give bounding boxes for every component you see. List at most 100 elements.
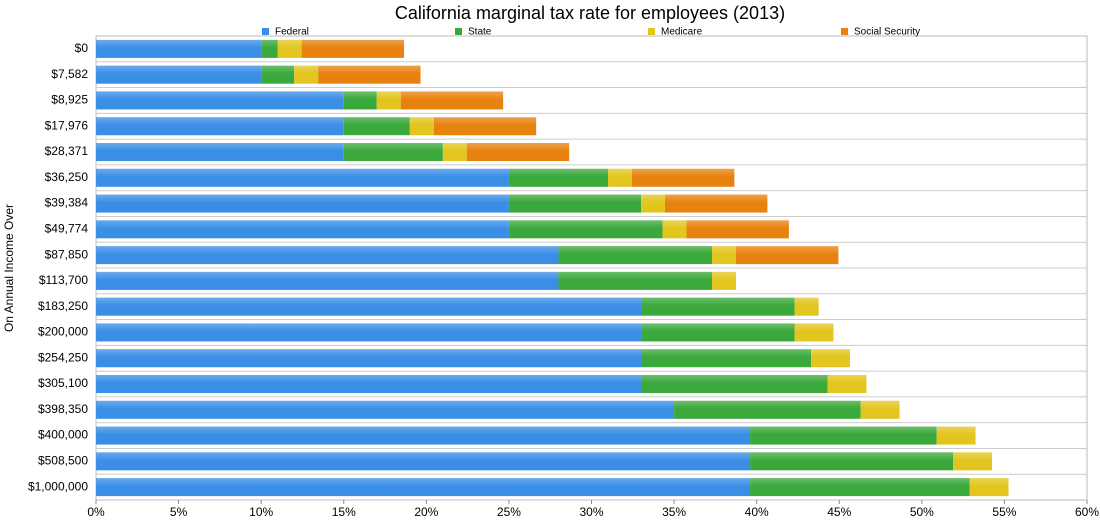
bar-segment [376,91,401,110]
x-tick-label: 10% [249,505,273,519]
bar-segment [96,400,675,419]
chart-title: California marginal tax rate for employe… [395,3,785,23]
bar-segment [631,168,735,187]
bar-segment [664,194,768,213]
bar-segment [409,117,434,136]
x-tick-label: 5% [170,505,188,519]
bar-segment [442,142,467,162]
bar-segment [686,220,789,239]
x-tick-label: 55% [992,505,1016,519]
bar-segment [794,297,819,316]
x-tick-label: 50% [910,505,934,519]
bar-segment [433,117,537,136]
bar-segment [508,168,609,187]
bar-segment [827,374,867,394]
x-tick-label: 15% [332,505,356,519]
bar-segment [641,297,795,316]
bar-segment [96,246,559,265]
y-tick-label: $49,774 [45,222,89,236]
y-tick-label: $183,250 [38,299,88,313]
y-tick-label: $113,700 [39,273,88,287]
legend-swatch [455,28,462,35]
bar-segment [277,39,302,58]
bar-segment [936,426,976,445]
legend: Federal State Medicare Social Security [262,27,920,38]
bar-segment [261,39,278,58]
bar-segment [96,349,642,368]
legend-label: Social Security [854,27,920,38]
bar-segment [96,374,642,394]
bar-segment [641,194,665,213]
bar-segment [811,349,850,368]
bar-segment [750,478,970,497]
bar-segment [96,117,344,136]
legend-label: Federal [275,27,309,38]
bar-segment [712,271,737,290]
bar-segment [301,39,405,58]
y-tick-label: $17,976 [45,118,89,132]
bar-segment [750,426,937,445]
y-tick-label: $87,850 [45,247,89,261]
y-tick-label: $8,925 [51,93,88,107]
bar-segment [96,323,642,342]
bar-segment [608,168,632,187]
legend-label: Medicare [661,27,703,38]
bar-segment [641,323,795,342]
bar-segment [466,142,570,162]
bar-segment [96,91,344,110]
bar-segment [641,349,812,368]
bar-segment [261,65,295,84]
x-tick-label: 40% [745,505,769,519]
bar-segment [712,246,737,265]
bar-segment [400,91,504,110]
bar-segment [96,220,509,239]
bar-segment [558,246,713,265]
y-tick-label: $254,250 [38,350,88,364]
y-tick-label: $1,000,000 [28,479,88,493]
bar-segment [794,323,834,342]
x-tick-label: 25% [497,505,521,519]
bar-segment [641,374,828,394]
x-tick-label: 0% [87,505,105,519]
y-tick-label: $508,500 [38,454,88,468]
bar-segment [96,142,344,162]
x-tick-label: 30% [579,505,603,519]
legend-swatch [841,28,848,35]
bar-segment [96,426,751,445]
bar-segment [96,194,509,213]
bar-segment [558,271,713,290]
bar-segment [294,65,319,84]
bar-segment [96,271,559,290]
y-tick-label: $7,582 [51,67,88,81]
bar-segment [96,452,751,471]
bar-segment [96,297,642,316]
legend-swatch [648,28,655,35]
bar-segment [343,117,410,136]
bar-segment [662,220,687,239]
bar-segment [96,168,509,187]
y-tick-label: $39,384 [45,196,89,210]
x-tick-label: 45% [827,505,851,519]
y-tick-label: $28,371 [45,144,89,158]
y-tick-label: $398,350 [38,402,88,416]
bar-segment [953,452,993,471]
bar-segment [318,65,421,84]
y-tick-label: $0 [75,41,89,55]
legend-label: State [468,27,492,38]
y-tick-label: $400,000 [38,428,88,442]
bar-segment [860,400,900,419]
bar-segment [508,220,663,239]
y-tick-label: $200,000 [38,325,88,339]
bar-segment [969,478,1009,497]
y-tick-label: $305,100 [38,376,88,390]
bar-segment [508,194,642,213]
y-tick-label: $36,250 [45,170,89,184]
x-tick-label: 60% [1075,505,1099,519]
bar-segment [96,65,262,84]
bar-segment [343,142,443,162]
bar-segment [343,91,377,110]
bar-segment [96,478,751,497]
bar-segment [750,452,954,471]
bar-segment [96,39,262,58]
